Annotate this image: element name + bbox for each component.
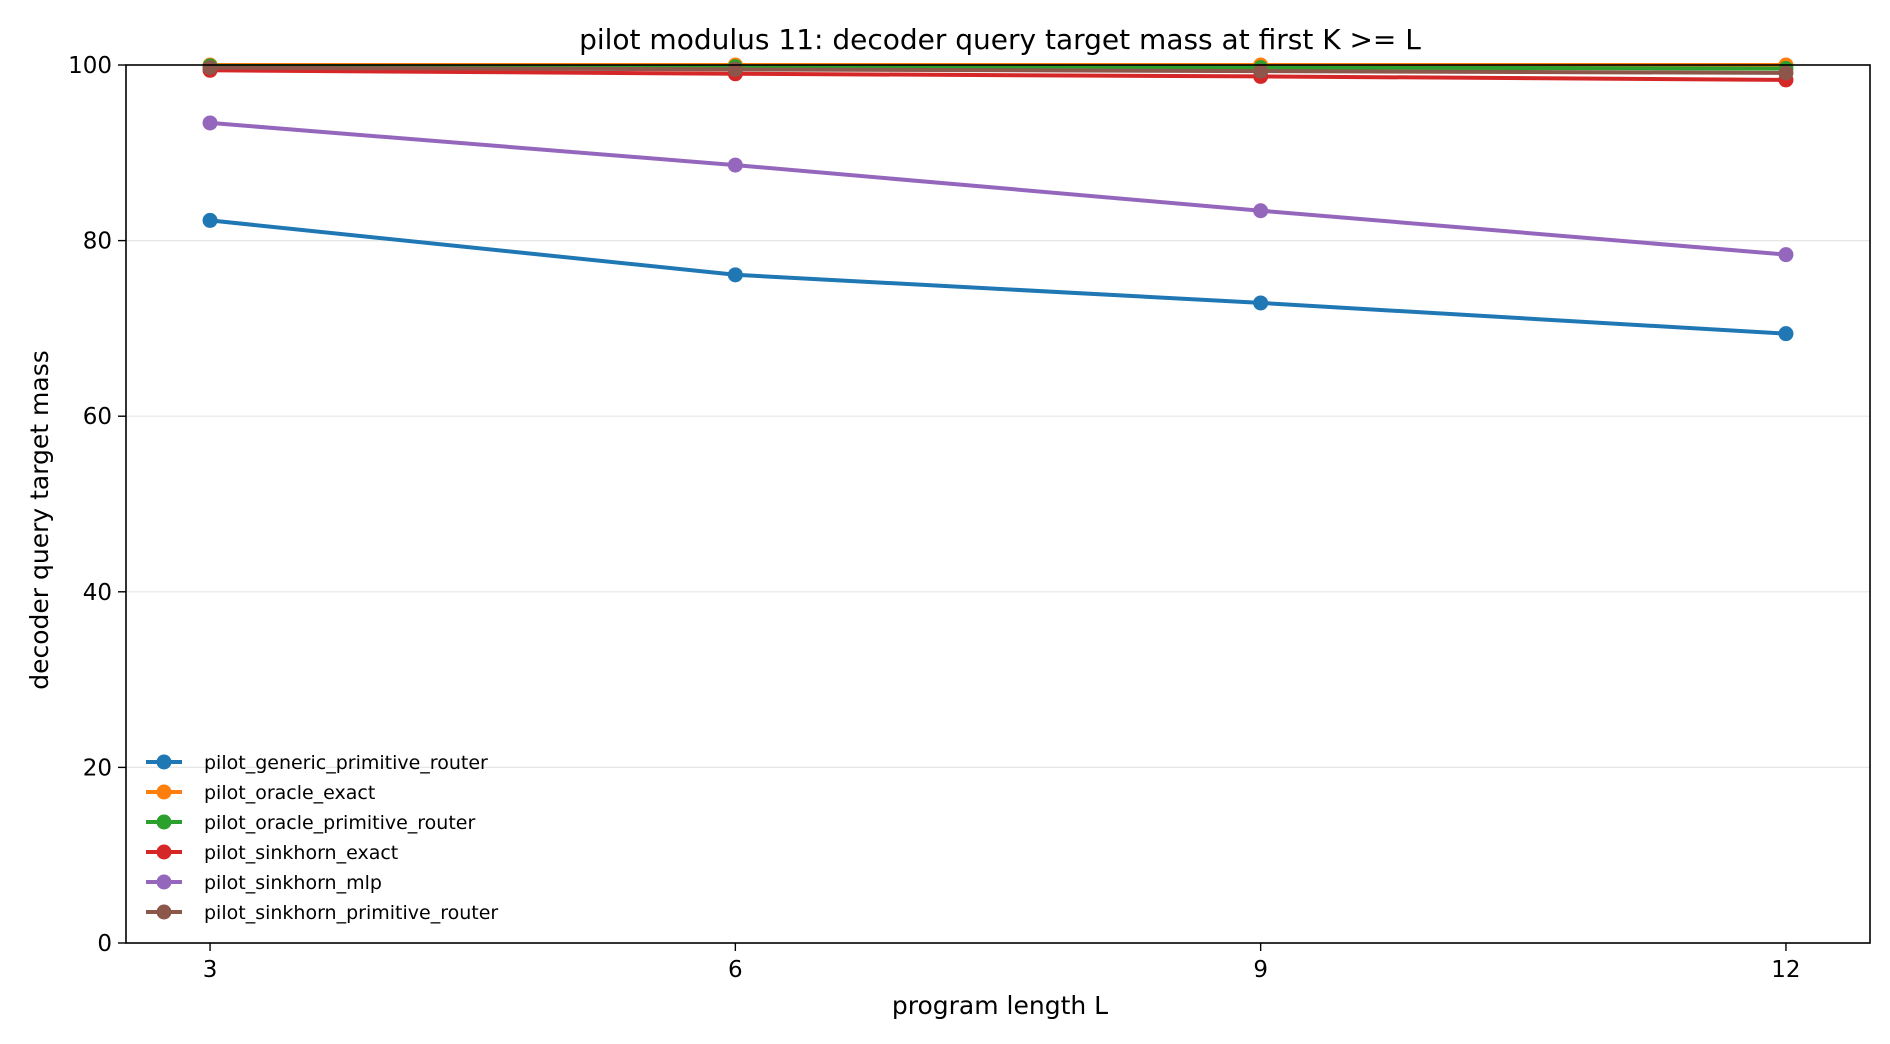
legend-item: pilot_sinkhorn_primitive_router [146,902,498,924]
legend-marker-swatch [156,784,172,800]
y-axis-title: decoder query target mass [25,350,54,690]
series-line-pilot_oracle_primitive_router [208,63,1788,71]
y-tick-label: 0 [97,931,112,957]
legend-marker-swatch [156,844,172,860]
y-tick-label: 40 [83,580,112,606]
data-point-pilot_generic_primitive_router [1253,295,1269,311]
legend-label: pilot_sinkhorn_exact [204,842,398,864]
legend: pilot_generic_primitive_router pilot_orac… [146,752,498,924]
y-tick-label: 80 [83,229,112,255]
data-point-pilot_sinkhorn_mlp [202,115,218,131]
data-point-pilot_sinkhorn_mlp [1253,203,1269,219]
y-tick-label: 60 [83,404,112,430]
data-point-pilot_sinkhorn_primitive_router [727,61,743,77]
data-point-pilot_sinkhorn_primitive_router [1253,63,1269,79]
legend-item: pilot_oracle_exact [146,782,375,804]
legend-label: pilot_oracle_primitive_router [204,812,475,834]
y-axis-ticks: 0 20 40 60 80 100 [68,53,126,957]
y-tick-label: 20 [83,755,112,781]
data-point-pilot_sinkhorn_mlp [727,157,743,173]
series-line-pilot_sinkhorn_mlp [208,120,1788,257]
series-line-pilot_generic_primitive_router [208,218,1788,336]
legend-label: pilot_sinkhorn_mlp [204,872,382,894]
x-axis-title: program length L [892,991,1108,1020]
x-tick-label: 3 [203,957,218,983]
legend-label: pilot_oracle_exact [204,782,375,804]
legend-marker-swatch [156,754,172,770]
x-tick-label: 9 [1253,957,1268,983]
data-point-pilot_sinkhorn_primitive_router [1778,65,1794,81]
legend-marker-swatch [156,874,172,890]
legend-item: pilot_oracle_primitive_router [146,812,475,834]
plot-frame [125,64,1871,944]
data-point-pilot_generic_primitive_router [202,212,218,228]
legend-marker-swatch [156,814,172,830]
x-axis-ticks: 3 6 9 12 [203,943,1801,983]
legend-item: pilot_sinkhorn_mlp [146,872,382,894]
data-point-pilot_generic_primitive_router [727,267,743,283]
y-tick-label: 100 [68,53,112,79]
legend-item: pilot_sinkhorn_exact [146,842,398,864]
data-point-pilot_sinkhorn_mlp [1778,247,1794,263]
x-tick-label: 6 [728,957,743,983]
data-point-pilot_generic_primitive_router [1778,326,1794,342]
legend-marker-swatch [156,904,172,920]
chart-title: pilot modulus 11: decoder query target m… [579,23,1421,56]
legend-label: pilot_generic_primitive_router [204,752,488,774]
legend-item: pilot_generic_primitive_router [146,752,488,774]
legend-label: pilot_sinkhorn_primitive_router [204,902,498,924]
series-line-pilot_sinkhorn_primitive_router [208,65,1788,75]
x-tick-label: 12 [1771,957,1800,983]
data-point-pilot_sinkhorn_primitive_router [202,60,218,76]
series-line-pilot_sinkhorn_exact [208,68,1788,82]
series-points [202,57,1794,342]
series-lines [208,63,1788,336]
